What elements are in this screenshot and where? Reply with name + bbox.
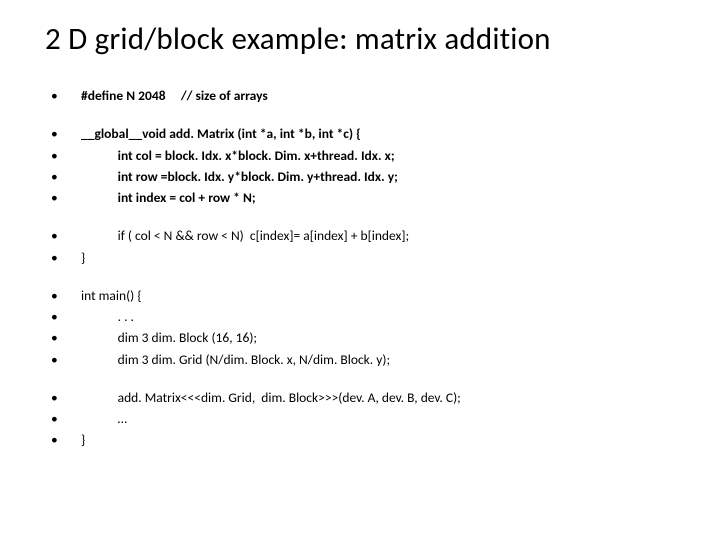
bullet-line: • … bbox=[45, 409, 675, 429]
bullet-icon: • bbox=[45, 409, 81, 429]
code-text: dim 3 dim. Block (16, 16); bbox=[81, 328, 675, 348]
bullet-group: •__global__void add. Matrix (int *a, int… bbox=[45, 124, 675, 208]
bullet-line: •} bbox=[45, 248, 675, 268]
bullet-line: • int index = col + row * N; bbox=[45, 188, 675, 208]
code-text: } bbox=[81, 430, 675, 450]
bullet-icon: • bbox=[45, 286, 81, 306]
bullet-group: • add. Matrix<<<dim. Grid, dim. Block>>>… bbox=[45, 388, 675, 451]
bullet-line: •} bbox=[45, 430, 675, 450]
bullet-icon: • bbox=[45, 430, 81, 450]
bullet-icon: • bbox=[45, 226, 81, 246]
bullet-icon: • bbox=[45, 167, 81, 187]
bullet-line: •#define N 2048 // size of arrays bbox=[45, 86, 675, 106]
bullet-group: •int main() {• . . .• dim 3 dim. Block (… bbox=[45, 286, 675, 370]
bullet-group: •#define N 2048 // size of arrays bbox=[45, 86, 675, 106]
bullet-line: •int main() { bbox=[45, 286, 675, 306]
bullet-icon: • bbox=[45, 350, 81, 370]
code-text: if ( col < N && row < N) c[index]= a[ind… bbox=[81, 226, 675, 246]
bullet-line: • . . . bbox=[45, 307, 675, 327]
code-text: __global__void add. Matrix (int *a, int … bbox=[81, 124, 675, 144]
code-text: int main() { bbox=[81, 286, 675, 306]
bullet-group: • if ( col < N && row < N) c[index]= a[i… bbox=[45, 226, 675, 268]
bullet-icon: • bbox=[45, 328, 81, 348]
bullet-line: • int col = block. Idx. x*block. Dim. x+… bbox=[45, 146, 675, 166]
bullet-icon: • bbox=[45, 307, 81, 327]
code-text: dim 3 dim. Grid (N/dim. Block. x, N/dim.… bbox=[81, 350, 675, 370]
slide-title: 2 D grid/block example: matrix addition bbox=[45, 20, 675, 58]
code-text: int row =block. Idx. y*block. Dim. y+thr… bbox=[81, 167, 675, 187]
bullet-line: • if ( col < N && row < N) c[index]= a[i… bbox=[45, 226, 675, 246]
bullet-icon: • bbox=[45, 146, 81, 166]
code-text: #define N 2048 // size of arrays bbox=[81, 86, 675, 106]
bullet-icon: • bbox=[45, 248, 81, 268]
code-text: . . . bbox=[81, 307, 675, 327]
code-text: … bbox=[81, 409, 675, 429]
bullet-icon: • bbox=[45, 124, 81, 144]
bullet-line: • int row =block. Idx. y*block. Dim. y+t… bbox=[45, 167, 675, 187]
code-text: int index = col + row * N; bbox=[81, 188, 675, 208]
bullet-line: • dim 3 dim. Grid (N/dim. Block. x, N/di… bbox=[45, 350, 675, 370]
bullet-icon: • bbox=[45, 188, 81, 208]
bullet-line: •__global__void add. Matrix (int *a, int… bbox=[45, 124, 675, 144]
slide-content: •#define N 2048 // size of arrays•__glob… bbox=[45, 86, 675, 451]
bullet-icon: • bbox=[45, 388, 81, 408]
bullet-icon: • bbox=[45, 86, 81, 106]
bullet-line: • add. Matrix<<<dim. Grid, dim. Block>>>… bbox=[45, 388, 675, 408]
bullet-line: • dim 3 dim. Block (16, 16); bbox=[45, 328, 675, 348]
code-text: add. Matrix<<<dim. Grid, dim. Block>>>(d… bbox=[81, 388, 675, 408]
code-text: } bbox=[81, 248, 675, 268]
slide-container: 2 D grid/block example: matrix addition … bbox=[0, 0, 720, 489]
code-text: int col = block. Idx. x*block. Dim. x+th… bbox=[81, 146, 675, 166]
